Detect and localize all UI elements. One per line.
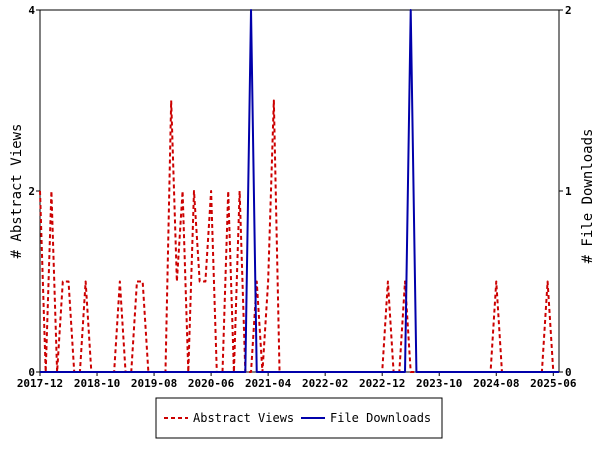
- legend: Abstract Views File Downloads: [155, 397, 443, 439]
- x-axis-tick-label: 2021-04: [245, 377, 292, 390]
- x-axis-tick-label: 2022-12: [359, 377, 405, 390]
- legend-label-file-downloads: File Downloads: [330, 411, 431, 425]
- x-axis-tick-label: 2020-06: [188, 377, 235, 390]
- left-axis-tick-label: 4: [28, 4, 35, 17]
- left-axis-title: # Abstract Views: [9, 124, 25, 259]
- x-axis-tick-label: 2024-08: [473, 377, 519, 390]
- legend-box: [155, 397, 443, 439]
- series-line-file-downloads: [40, 9, 559, 373]
- x-axis-tick-label: 2019-08: [131, 377, 177, 390]
- left-axis-tick-label: 2: [28, 185, 35, 198]
- x-axis-tick-label: 2025-06: [530, 377, 577, 390]
- right-axis-title: # File Downloads: [580, 129, 596, 264]
- right-axis-tick-label: 1: [565, 185, 572, 198]
- x-axis-tick-label: 2023-10: [416, 377, 462, 390]
- x-axis-tick-label: 2018-10: [74, 377, 120, 390]
- plot-area: [39, 9, 560, 373]
- legend-label-abstract-views: Abstract Views: [193, 411, 294, 425]
- right-axis-tick-label: 2: [565, 4, 572, 17]
- x-axis-tick-label: 2017-12: [17, 377, 63, 390]
- x-axis-tick-label: 2022-02: [302, 377, 348, 390]
- left-axis-tick-label: 0: [28, 366, 35, 379]
- right-axis-tick-label: 0: [565, 366, 572, 379]
